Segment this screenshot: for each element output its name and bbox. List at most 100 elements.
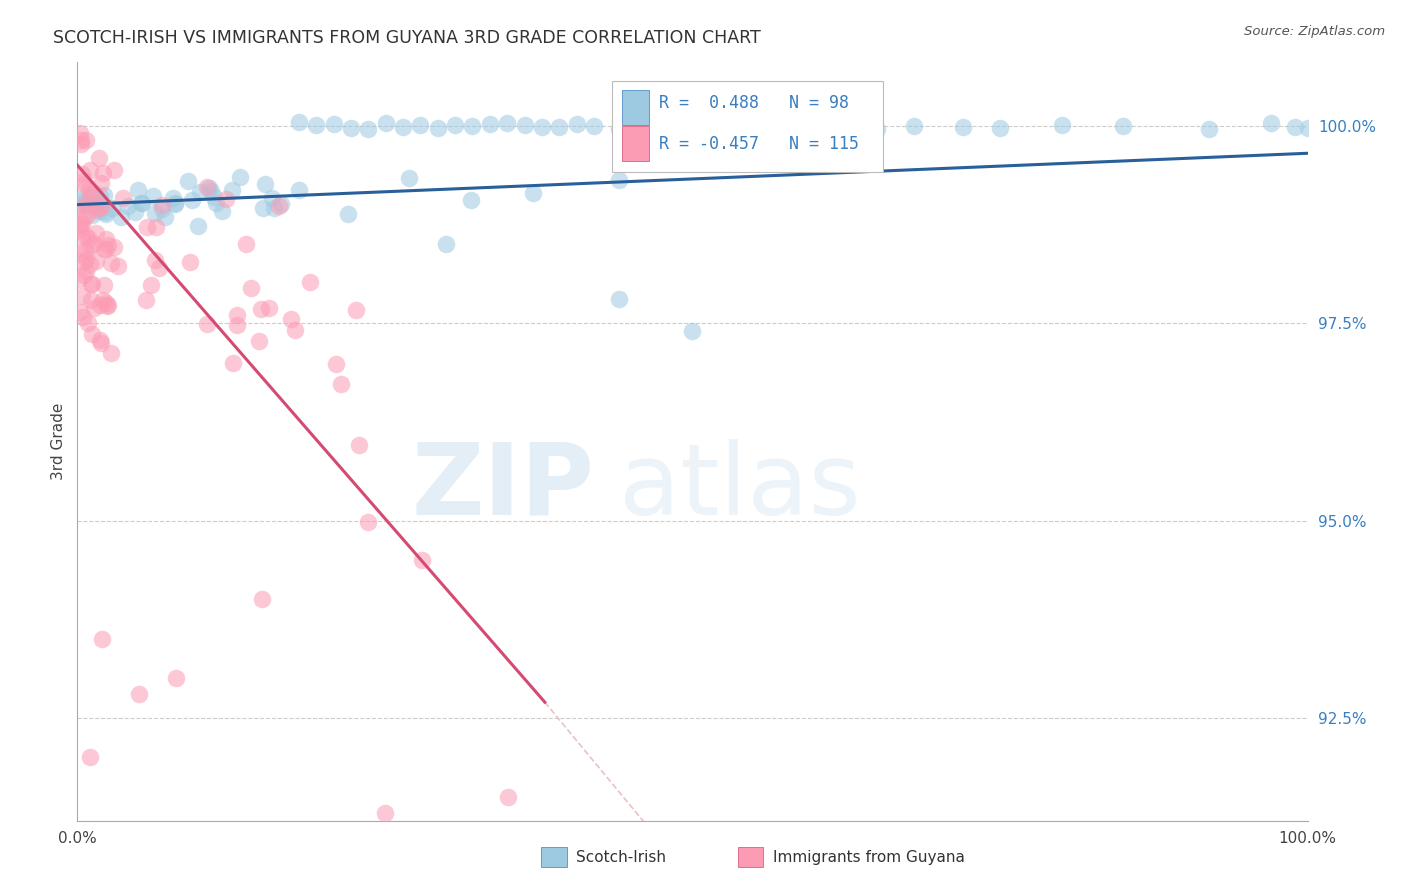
Point	[129, 196, 152, 211]
Point	[72, 197, 94, 211]
Point	[357, 516, 380, 530]
Point	[252, 202, 274, 216]
Point	[73, 190, 96, 204]
Point	[93, 277, 115, 292]
Point	[583, 120, 606, 134]
Point	[76, 208, 98, 222]
Point	[79, 277, 101, 292]
Point	[67, 219, 90, 233]
Point	[804, 117, 827, 131]
Point	[73, 196, 96, 211]
Point	[262, 191, 284, 205]
Point	[257, 301, 280, 315]
Point	[374, 805, 396, 820]
Point	[87, 203, 110, 218]
Point	[682, 324, 704, 338]
Point	[91, 199, 114, 213]
Point	[411, 553, 433, 567]
Point	[83, 186, 105, 201]
Point	[80, 277, 103, 292]
Point	[69, 126, 91, 140]
Text: R =  0.488   N = 98: R = 0.488 N = 98	[659, 94, 849, 112]
Point	[329, 376, 352, 391]
Point	[96, 295, 118, 310]
Point	[200, 184, 222, 198]
Point	[94, 242, 117, 256]
Point	[90, 176, 112, 190]
Point	[80, 208, 103, 222]
Y-axis label: 3rd Grade: 3rd Grade	[51, 403, 66, 480]
Point	[107, 260, 129, 274]
Point	[748, 120, 770, 135]
Point	[72, 310, 94, 324]
Point	[239, 281, 262, 295]
Point	[426, 120, 449, 135]
Point	[607, 173, 630, 187]
Point	[97, 238, 120, 252]
Point	[664, 119, 686, 133]
Point	[70, 217, 93, 231]
Point	[84, 194, 107, 209]
Point	[136, 219, 159, 234]
Point	[250, 592, 273, 607]
Point	[143, 206, 166, 220]
Point	[692, 121, 714, 136]
Point	[444, 118, 467, 132]
Point	[75, 252, 97, 267]
Point	[607, 293, 630, 307]
Point	[80, 238, 103, 252]
Point	[91, 166, 114, 180]
Point	[73, 244, 96, 258]
Point	[460, 193, 482, 207]
FancyBboxPatch shape	[623, 126, 650, 161]
Point	[478, 117, 501, 131]
Point	[249, 301, 271, 316]
Point	[79, 257, 101, 271]
Point	[89, 298, 111, 312]
Point	[150, 198, 173, 212]
Point	[135, 293, 157, 307]
Point	[94, 232, 117, 246]
Point	[496, 789, 519, 804]
Point	[657, 153, 679, 167]
Point	[82, 327, 104, 342]
Point	[162, 191, 184, 205]
Point	[75, 264, 97, 278]
Point	[866, 122, 889, 136]
Point	[73, 268, 96, 282]
Point	[221, 183, 243, 197]
Point	[76, 316, 98, 330]
Point	[177, 174, 200, 188]
Point	[163, 196, 186, 211]
Point	[90, 335, 112, 350]
Point	[607, 122, 630, 136]
Point	[143, 253, 166, 268]
Point	[79, 190, 101, 204]
Point	[90, 198, 112, 212]
Text: R = -0.457   N = 115: R = -0.457 N = 115	[659, 136, 859, 153]
Text: Source: ZipAtlas.com: Source: ZipAtlas.com	[1244, 25, 1385, 38]
Point	[155, 210, 177, 224]
Point	[79, 162, 101, 177]
Point	[776, 122, 799, 136]
Point	[344, 302, 367, 317]
Point	[267, 199, 290, 213]
Point	[70, 289, 93, 303]
Point	[67, 271, 90, 285]
Point	[77, 183, 100, 197]
Point	[229, 170, 252, 185]
Point	[76, 198, 98, 212]
Point	[94, 204, 117, 219]
Point	[93, 242, 115, 256]
Point	[124, 204, 146, 219]
Point	[204, 195, 226, 210]
Point	[103, 162, 125, 177]
Point	[145, 219, 167, 234]
Point	[80, 293, 103, 307]
Point	[100, 346, 122, 360]
Point	[79, 750, 101, 764]
Point	[325, 357, 347, 371]
Point	[226, 309, 249, 323]
Point	[180, 193, 202, 207]
Point	[226, 318, 249, 332]
